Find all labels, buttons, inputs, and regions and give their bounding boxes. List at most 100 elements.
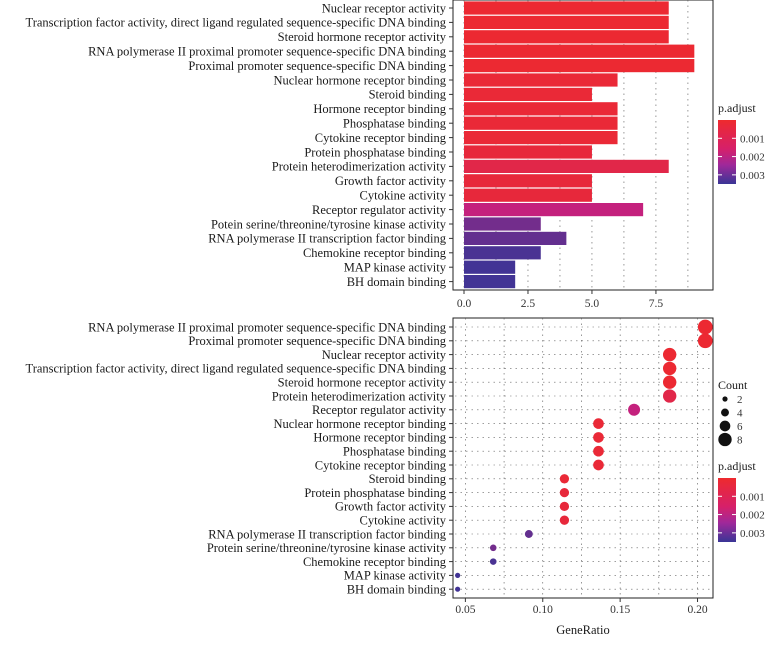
- bar: [464, 188, 592, 202]
- dot-category-label: Phosphatase binding: [343, 445, 447, 459]
- bar: [464, 246, 541, 260]
- dot-point: [524, 530, 533, 538]
- bar-colorbar-label: 0.001: [740, 133, 765, 145]
- dot-x-tick-label: 0.10: [533, 604, 553, 616]
- size-legend-dot: [722, 396, 728, 402]
- dot-point: [559, 515, 570, 525]
- size-legend-label: 4: [737, 408, 743, 420]
- dot-category-label: RNA polymerase II proximal promoter sequ…: [88, 320, 447, 334]
- bar-category-label: BH domain binding: [347, 275, 447, 289]
- dot-plot-area: [452, 317, 714, 599]
- dot-category-label: Hormone receptor binding: [313, 431, 446, 445]
- bar: [464, 174, 592, 188]
- dot-point: [697, 319, 713, 335]
- bar-x-tick-label: 5.0: [585, 298, 600, 310]
- dot-colorbar: [718, 478, 736, 542]
- size-legend-label: 2: [737, 394, 743, 406]
- bar: [464, 44, 695, 58]
- dot-category-label: Chemokine receptor binding: [303, 555, 447, 569]
- dot-x-tick-label: 0.05: [455, 604, 475, 616]
- dot-point: [489, 558, 497, 565]
- bar-category-label: Steroid hormone receptor activity: [278, 30, 447, 44]
- dot-category-label: Nuclear hormone receptor binding: [273, 417, 446, 431]
- dot-point: [662, 347, 677, 362]
- bar-category-label: Growth factor activity: [335, 174, 447, 188]
- dot-category-label: Receptor regulator activity: [312, 403, 447, 417]
- dot-category-label: Protein heterodimerization activity: [272, 389, 447, 403]
- dot-point: [559, 487, 570, 498]
- bar: [464, 102, 618, 116]
- dot-category-label: Protein phosphatase binding: [304, 486, 446, 500]
- bar: [464, 159, 669, 173]
- bar-category-label: Chemokine receptor binding: [303, 246, 447, 260]
- dot-category-label: Nuclear receptor activity: [322, 348, 447, 362]
- dot-category-label: Protein serine/threonine/tyrosine kinase…: [207, 541, 447, 555]
- bar-category-label: Transcription factor activity, direct li…: [26, 16, 447, 30]
- dot-category-label: Growth factor activity: [335, 500, 447, 514]
- bar-colorbar: [718, 120, 736, 184]
- dot-color-legend-title: p.adjust: [718, 459, 756, 473]
- dot-category-label: MAP kinase activity: [344, 569, 447, 583]
- bar: [464, 15, 669, 29]
- dot-point: [662, 389, 677, 403]
- bar: [464, 275, 516, 289]
- bar-category-label: Protein heterodimerization activity: [272, 160, 447, 174]
- dot-point: [559, 474, 570, 484]
- dot-point: [593, 418, 604, 429]
- dot-point: [662, 361, 677, 376]
- dot-colorbar-label: 0.003: [740, 528, 765, 540]
- bar-category-label: Cytokine activity: [360, 189, 447, 203]
- bar: [464, 145, 592, 159]
- dot-x-tick-label: 0.20: [687, 604, 707, 616]
- dot-category-label: Proximal promoter sequence-specific DNA …: [188, 334, 446, 348]
- size-legend-dot: [718, 432, 732, 447]
- bar-category-label: Steroid binding: [369, 88, 447, 102]
- bar-category-label: Proximal promoter sequence-specific DNA …: [188, 59, 446, 73]
- dot-category-label: Steroid binding: [369, 472, 447, 486]
- bar-category-label: Phosphatase binding: [343, 117, 447, 131]
- dot-point: [593, 432, 604, 443]
- dot-category-label: Steroid hormone receptor activity: [278, 376, 447, 390]
- bar-category-label: Receptor regulator activity: [312, 203, 447, 217]
- dot-point: [628, 403, 641, 416]
- dot-point: [697, 333, 713, 349]
- bar-category-label: Potein serine/threonine/tyrosine kinase …: [211, 217, 447, 231]
- bar: [464, 131, 618, 145]
- dot-point: [593, 445, 604, 457]
- size-legend-label: 6: [737, 421, 743, 433]
- dot-category-label: Transcription factor activity, direct li…: [26, 362, 447, 376]
- bar-category-label: Nuclear hormone receptor binding: [273, 73, 446, 87]
- size-legend-label: 8: [737, 435, 743, 447]
- bar: [464, 116, 618, 130]
- bar: [464, 59, 695, 73]
- bar-x-tick-label: 2.5: [521, 298, 536, 310]
- dot-category-label: Cytokine activity: [360, 514, 447, 528]
- dot-chart: RNA polymerase II proximal promoter sequ…: [26, 317, 765, 637]
- bar: [464, 217, 541, 231]
- dot-category-label: Cytokine receptor binding: [315, 458, 447, 472]
- size-legend-title: Count: [718, 378, 748, 392]
- bar: [464, 30, 669, 44]
- dot-point: [489, 544, 497, 552]
- bar-x-tick-label: 0.0: [457, 298, 472, 310]
- bar-category-label: Protein phosphatase binding: [304, 145, 446, 159]
- bar: [464, 231, 567, 245]
- bar-x-tick-label: 7.5: [649, 298, 664, 310]
- dot-colorbar-label: 0.001: [740, 491, 765, 503]
- dot-point: [455, 586, 461, 592]
- dot-colorbar-label: 0.002: [740, 510, 765, 522]
- dot-x-axis-title: GeneRatio: [556, 623, 609, 637]
- bar-category-label: Nuclear receptor activity: [322, 1, 447, 15]
- size-legend-dot: [721, 408, 729, 417]
- bar-category-label: RNA polymerase II proximal promoter sequ…: [88, 45, 447, 59]
- bar-category-label: MAP kinase activity: [344, 261, 447, 275]
- bar-category-label: RNA polymerase II transcription factor b…: [208, 232, 447, 246]
- bar-colorbar-label: 0.003: [740, 170, 765, 182]
- bar: [464, 203, 644, 217]
- size-legend-dot: [719, 420, 731, 432]
- dot-point: [455, 572, 461, 579]
- dot-point: [559, 501, 570, 512]
- dot-point: [593, 459, 604, 471]
- bar: [464, 260, 516, 274]
